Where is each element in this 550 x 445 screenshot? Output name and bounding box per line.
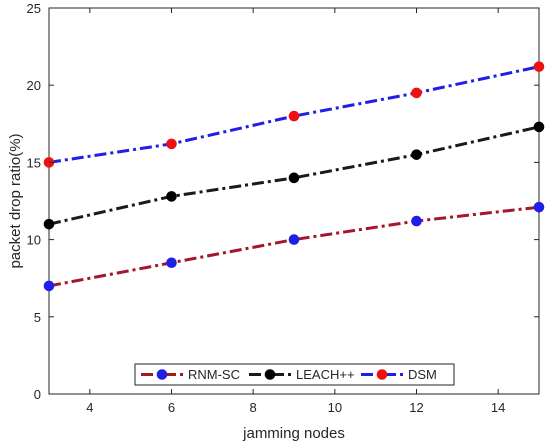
legend-label-DSM: DSM xyxy=(408,367,437,382)
x-tick-label: 8 xyxy=(250,400,257,415)
data-point-RNM-SC xyxy=(411,215,422,227)
data-point-LEACH++ xyxy=(166,191,177,202)
y-tick-label: 25 xyxy=(27,1,41,16)
series-layer xyxy=(43,61,545,292)
legend-marker-LEACH++ xyxy=(264,369,276,380)
data-point-DSM xyxy=(166,138,177,150)
legend-marker-DSM xyxy=(376,369,388,380)
data-point-RNM-SC xyxy=(288,234,300,245)
data-point-LEACH++ xyxy=(411,149,422,160)
data-point-LEACH++ xyxy=(533,121,545,133)
legend-box xyxy=(134,363,455,386)
x-tick-label: 6 xyxy=(168,400,175,415)
x-tick-label: 4 xyxy=(86,400,93,415)
y-tick-label: 10 xyxy=(27,233,41,248)
x-axis-label: jamming nodes xyxy=(242,425,345,442)
data-point-DSM xyxy=(533,61,545,72)
y-axis-label: packet drop ratio(%) xyxy=(7,133,24,268)
series-line-DSM xyxy=(48,65,540,164)
y-tick-label: 15 xyxy=(27,155,41,170)
legend-label-RNM-SC: RNM-SC xyxy=(188,367,240,382)
legend: RNM-SC LEACH++ DSM xyxy=(134,363,455,386)
plot-area xyxy=(48,7,540,395)
x-tick-label: 14 xyxy=(491,400,505,415)
x-tick-label: 12 xyxy=(409,400,423,415)
x-tick-label: 10 xyxy=(328,400,342,415)
legend-marker-RNM-SC xyxy=(156,369,168,380)
series-line-LEACH++ xyxy=(48,125,540,226)
y-tick-label: 5 xyxy=(34,310,41,325)
data-point-RNM-SC xyxy=(533,201,545,213)
legend-label-LEACH++: LEACH++ xyxy=(296,367,355,382)
data-point-RNM-SC xyxy=(166,257,177,269)
series-line-RNM-SC xyxy=(48,205,540,288)
y-tick-label: 20 xyxy=(27,78,41,93)
data-point-RNM-SC xyxy=(43,280,55,292)
data-point-DSM xyxy=(288,110,300,122)
y-tick-label: 0 xyxy=(34,387,41,402)
data-point-LEACH++ xyxy=(43,218,55,230)
data-point-DSM xyxy=(411,87,422,99)
data-point-LEACH++ xyxy=(288,172,300,184)
axis-layer: 4 6 8 10 12 14 0 5 10 15 20 25 xyxy=(27,1,539,415)
